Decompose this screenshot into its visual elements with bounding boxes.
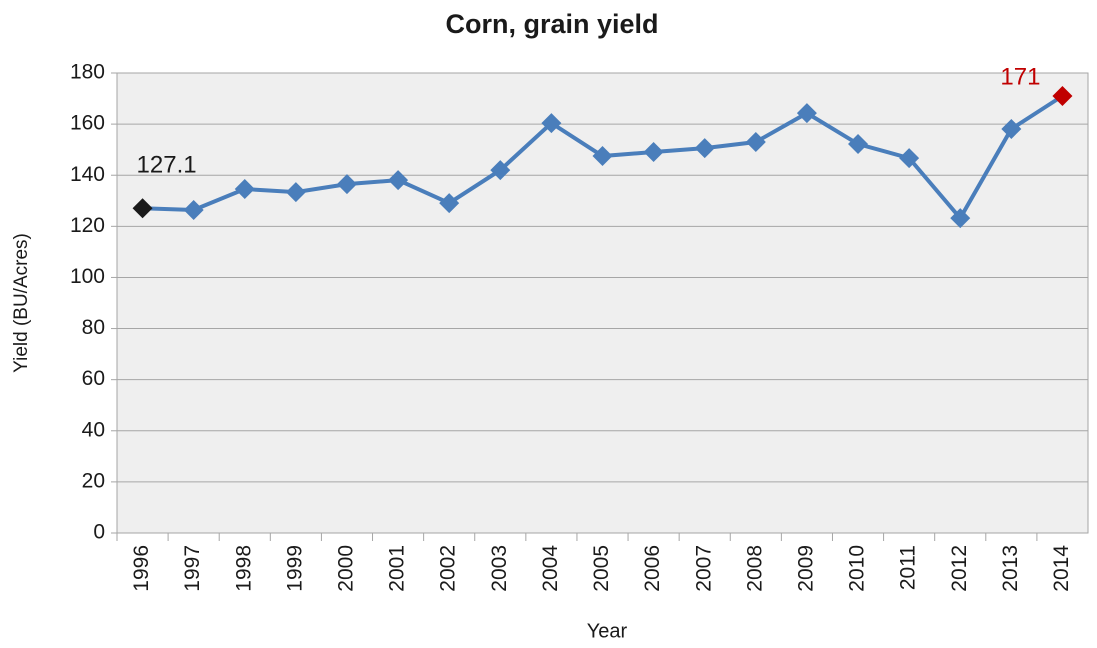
x-tick-label: 2014 — [1050, 545, 1073, 592]
x-tick-label: 2011 — [897, 545, 920, 590]
x-tick-label: 1996 — [130, 545, 153, 592]
x-tick-label: 2005 — [590, 545, 613, 592]
data-point — [234, 179, 255, 200]
data-label: 171 — [1000, 63, 1040, 90]
x-tick-label: 2002 — [437, 545, 460, 592]
data-point — [490, 160, 511, 181]
x-tick-label: 1998 — [232, 545, 255, 592]
y-tick-label: 120 — [70, 214, 105, 237]
y-tick-label: 180 — [70, 61, 105, 84]
x-tick-label: 2003 — [488, 545, 511, 592]
y-tick-label: 40 — [82, 418, 105, 441]
data-point — [745, 132, 766, 152]
data-point — [439, 193, 460, 214]
data-point — [848, 134, 869, 155]
y-tick-label: 100 — [70, 265, 105, 288]
data-point — [950, 208, 971, 229]
data-point — [132, 198, 153, 219]
x-tick-label: 2001 — [386, 545, 409, 592]
data-point — [899, 148, 920, 169]
x-tick-label: 1997 — [181, 545, 204, 592]
x-axis-title: Year — [587, 620, 628, 642]
x-tick-label: 2012 — [948, 545, 971, 592]
data-point — [1001, 118, 1022, 139]
data-point — [643, 141, 664, 162]
x-tick-label: 2009 — [794, 545, 817, 592]
data-point — [796, 103, 817, 124]
x-tick-label: 2006 — [641, 545, 664, 592]
x-tick-label: 2013 — [999, 545, 1022, 592]
y-axis-title: Yield (BU/Acres) — [11, 233, 32, 373]
x-tick-label: 2000 — [335, 545, 358, 592]
data-point — [336, 174, 357, 195]
data-label: 127.1 — [137, 152, 197, 179]
y-tick-label: 160 — [70, 112, 105, 135]
y-tick-label: 60 — [82, 367, 105, 390]
chart-title: Corn, grain yield — [445, 9, 658, 39]
data-point — [694, 138, 715, 159]
y-tick-label: 140 — [70, 163, 105, 186]
y-tick-label: 80 — [82, 316, 105, 339]
x-tick-label: 2010 — [846, 545, 869, 592]
data-point — [183, 199, 204, 220]
data-point — [592, 146, 613, 167]
data-point — [541, 113, 562, 134]
x-tick-label: 2008 — [743, 545, 766, 592]
y-tick-label: 0 — [93, 521, 105, 544]
plot-area — [116, 72, 1089, 534]
x-tick-label: 2007 — [692, 545, 715, 592]
y-tick-label: 20 — [82, 469, 105, 492]
x-tick-label: 1999 — [283, 545, 306, 592]
data-point — [388, 170, 409, 191]
data-point — [285, 182, 306, 203]
x-tick-label: 2004 — [539, 545, 562, 592]
data-point — [1052, 86, 1073, 106]
